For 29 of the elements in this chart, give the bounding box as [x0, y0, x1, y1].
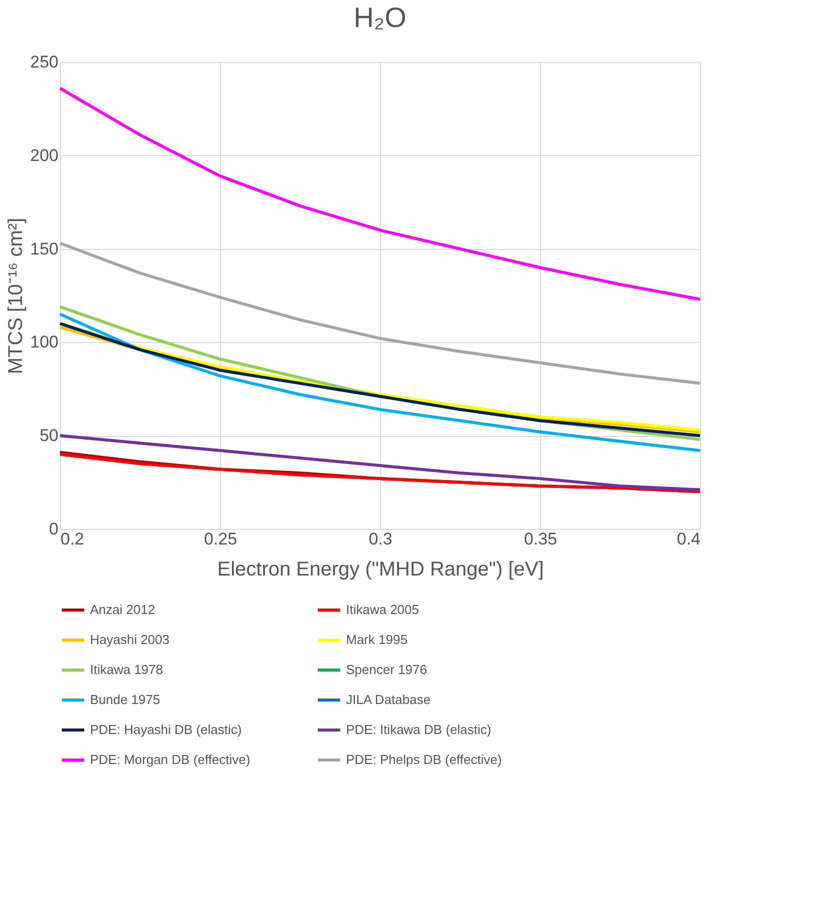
x-axis-title: Electron Energy ("MHD Range") [eV] — [217, 558, 544, 580]
y-tick-label: 50 — [40, 426, 58, 446]
x-tick-label: 0.3 — [368, 530, 392, 548]
legend-label: Spencer 1976 — [346, 662, 427, 677]
legend-label: Hayashi 2003 — [90, 632, 170, 647]
line-series — [58, 86, 702, 301]
y-tick-label: 200 — [30, 146, 58, 165]
line-series — [58, 434, 702, 492]
y-tick-label: 100 — [30, 332, 58, 352]
chart-title: H₂O — [354, 2, 406, 33]
legend-label: PDE: Phelps DB (effective) — [346, 752, 502, 767]
legend-label: JILA Database — [346, 692, 431, 707]
legend-label: Mark 1995 — [346, 632, 408, 647]
line-series — [58, 242, 702, 385]
legend-label: PDE: Hayashi DB (elastic) — [90, 722, 242, 737]
legend-label: PDE: Itikawa DB (elastic) — [346, 722, 492, 737]
y-tick-label: 150 — [30, 239, 58, 258]
y-tick-label: 250 — [30, 52, 58, 72]
legend-label: PDE: Morgan DB (effective) — [90, 752, 250, 767]
legend-label: Anzai 2012 — [90, 602, 156, 617]
legend-label: Bunde 1975 — [90, 692, 160, 707]
x-tick-label: 0.4 — [676, 530, 700, 548]
x-tick-label: 0.2 — [60, 530, 84, 548]
legend-label: Itikawa 1978 — [90, 662, 163, 677]
x-tick-label: 0.25 — [204, 530, 238, 548]
y-tick-label: 0 — [49, 520, 58, 538]
legend-label: Itikawa 2005 — [346, 602, 419, 617]
x-tick-label: 0.35 — [524, 530, 558, 548]
y-axis-title: MTCS [10⁻¹⁶ cm²] — [5, 218, 28, 374]
